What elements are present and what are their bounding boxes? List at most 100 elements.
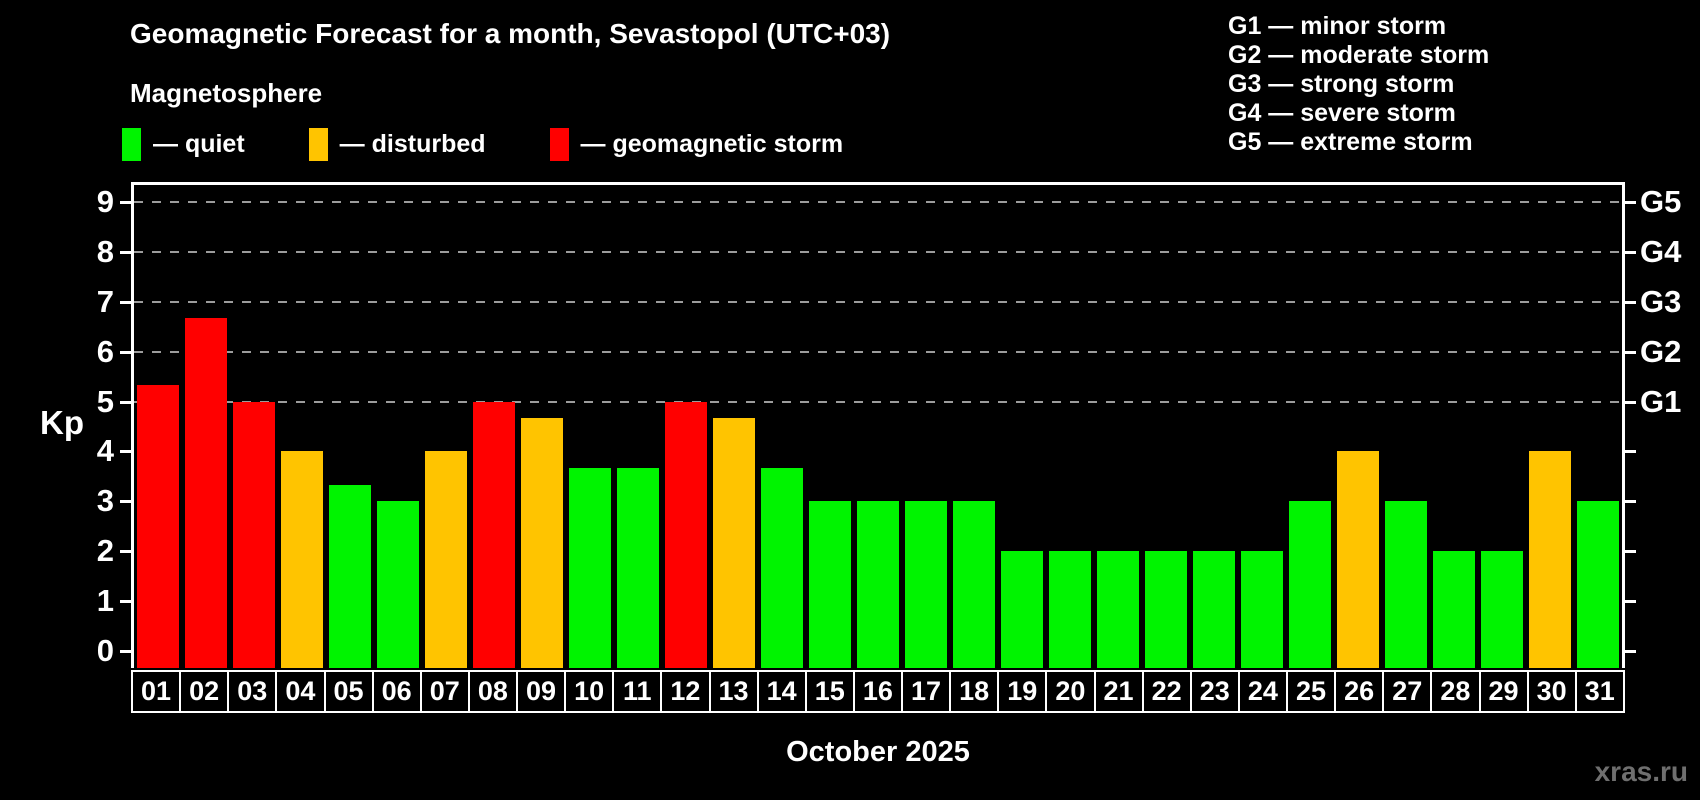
- legend-item-quiet: — quiet: [122, 127, 245, 161]
- day-label-28: 28: [1430, 670, 1481, 713]
- g-legend-line-2: G2 — moderate storm: [1228, 41, 1490, 69]
- bar-slot-31: [1574, 185, 1622, 668]
- day-label-11: 11: [612, 670, 663, 713]
- bar-slot-25: [1286, 185, 1334, 668]
- kp-bar-day-01: [137, 385, 179, 668]
- left-tick-7: [120, 301, 131, 305]
- kp-bar-day-26: [1337, 451, 1379, 668]
- bar-slot-27: [1382, 185, 1430, 668]
- y-axis-label-4: 4: [96, 433, 114, 469]
- bar-slot-07: [422, 185, 470, 668]
- y-axis-label-8: 8: [96, 234, 114, 270]
- day-label-31: 31: [1574, 670, 1625, 713]
- day-label-21: 21: [1093, 670, 1144, 713]
- bar-slot-11: [614, 185, 662, 668]
- gridline-kp9: [134, 201, 1622, 204]
- day-label-02: 02: [179, 670, 230, 713]
- kp-bar-day-21: [1097, 550, 1139, 668]
- storm-color-swatch: [549, 127, 569, 161]
- status-legend: — quiet — disturbed — geomagnetic storm: [122, 123, 843, 165]
- legend-item-disturbed: — disturbed: [308, 127, 486, 161]
- bar-slot-06: [374, 185, 422, 668]
- g-legend-line-1: G1 — minor storm: [1228, 12, 1447, 40]
- bars-layer: [134, 185, 1622, 668]
- x-axis-title: October 2025: [786, 736, 970, 768]
- right-tick-1: [1625, 599, 1636, 603]
- page-title: Geomagnetic Forecast for a month, Sevast…: [130, 18, 891, 49]
- bar-slot-26: [1334, 185, 1382, 668]
- bar-slot-05: [326, 185, 374, 668]
- day-label-22: 22: [1141, 670, 1192, 713]
- y-axis-label-2: 2: [96, 532, 114, 568]
- kp-bar-day-03: [233, 401, 275, 668]
- bar-slot-28: [1430, 185, 1478, 668]
- kp-bar-day-16: [857, 501, 899, 668]
- bar-slot-14: [758, 185, 806, 668]
- y-axis-label-7: 7: [96, 284, 114, 320]
- left-tick-8: [120, 251, 131, 255]
- day-label-18: 18: [949, 670, 1000, 713]
- bar-slot-02: [182, 185, 230, 668]
- day-label-04: 04: [275, 670, 326, 713]
- kp-bar-day-02: [185, 318, 227, 668]
- bar-slot-30: [1526, 185, 1574, 668]
- left-tick-6: [120, 350, 131, 354]
- day-label-23: 23: [1189, 670, 1240, 713]
- gridline-kp5: [134, 400, 1622, 403]
- left-tick-4: [120, 450, 131, 454]
- bar-slot-10: [566, 185, 614, 668]
- day-label-12: 12: [660, 670, 711, 713]
- g-axis-label-G4: G4: [1640, 234, 1682, 270]
- kp-bar-day-08: [473, 401, 515, 668]
- kp-bar-day-22: [1145, 550, 1187, 668]
- left-tick-2: [120, 549, 131, 553]
- kp-bar-day-07: [425, 451, 467, 668]
- kp-bar-day-04: [281, 451, 323, 668]
- kp-bar-day-25: [1289, 501, 1331, 668]
- y-axis-title: Kp: [40, 404, 84, 441]
- right-tick-9: [1625, 201, 1636, 205]
- bar-slot-04: [278, 185, 326, 668]
- bar-slot-22: [1142, 185, 1190, 668]
- kp-bar-day-11: [617, 467, 659, 668]
- bar-slot-23: [1190, 185, 1238, 668]
- x-axis-day-labels: 01 02 03 04 05 06 07 08 09 10 11 12 13 14 15 16 17 18 19 20…: [131, 670, 1625, 713]
- legend-label-storm: — geomagnetic storm: [580, 129, 844, 158]
- chart-subtitle: Magnetosphere: [130, 78, 323, 108]
- g-axis-label-G2: G2: [1640, 333, 1682, 369]
- kp-bar-day-24: [1241, 550, 1283, 668]
- bar-slot-29: [1478, 185, 1526, 668]
- kp-bar-day-15: [809, 501, 851, 668]
- gridline-kp8: [134, 251, 1622, 254]
- bar-slot-17: [902, 185, 950, 668]
- bar-slot-03: [230, 185, 278, 668]
- right-tick-4: [1625, 450, 1636, 454]
- kp-bar-day-18: [953, 501, 995, 668]
- bar-slot-01: [134, 185, 182, 668]
- g-scale-legend: G1 — minor storm G2 — moderate storm G3 — …: [1228, 12, 1489, 157]
- right-tick-2: [1625, 549, 1636, 553]
- day-label-16: 16: [852, 670, 903, 713]
- right-tick-5: [1625, 400, 1636, 404]
- g-axis-label-G5: G5: [1640, 184, 1682, 220]
- right-tick-8: [1625, 251, 1636, 255]
- kp-bar-day-06: [377, 501, 419, 668]
- g-legend-line-5: G5 — extreme storm: [1228, 128, 1473, 156]
- gridline-kp6: [134, 350, 1622, 353]
- kp-bar-day-29: [1481, 550, 1523, 668]
- day-label-09: 09: [516, 670, 567, 713]
- right-tick-3: [1625, 500, 1636, 504]
- disturbed-color-swatch: [308, 127, 328, 161]
- y-axis-label-6: 6: [96, 333, 114, 369]
- day-label-25: 25: [1286, 670, 1337, 713]
- day-label-30: 30: [1526, 670, 1577, 713]
- y-axis-label-5: 5: [96, 383, 114, 419]
- day-label-26: 26: [1334, 670, 1385, 713]
- bar-slot-19: [998, 185, 1046, 668]
- legend-item-storm: — geomagnetic storm: [549, 127, 844, 161]
- legend-label-disturbed: — disturbed: [339, 129, 486, 158]
- kp-bar-day-19: [1001, 550, 1043, 668]
- kp-bar-day-23: [1193, 550, 1235, 668]
- bar-slot-12: [662, 185, 710, 668]
